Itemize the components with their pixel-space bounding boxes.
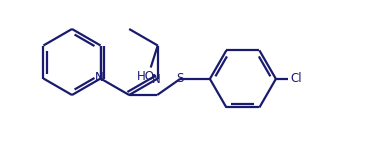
Text: Cl: Cl <box>290 72 301 85</box>
Text: N: N <box>152 73 161 86</box>
Text: HO: HO <box>137 69 155 82</box>
Text: N: N <box>95 71 104 84</box>
Text: S: S <box>177 72 184 85</box>
